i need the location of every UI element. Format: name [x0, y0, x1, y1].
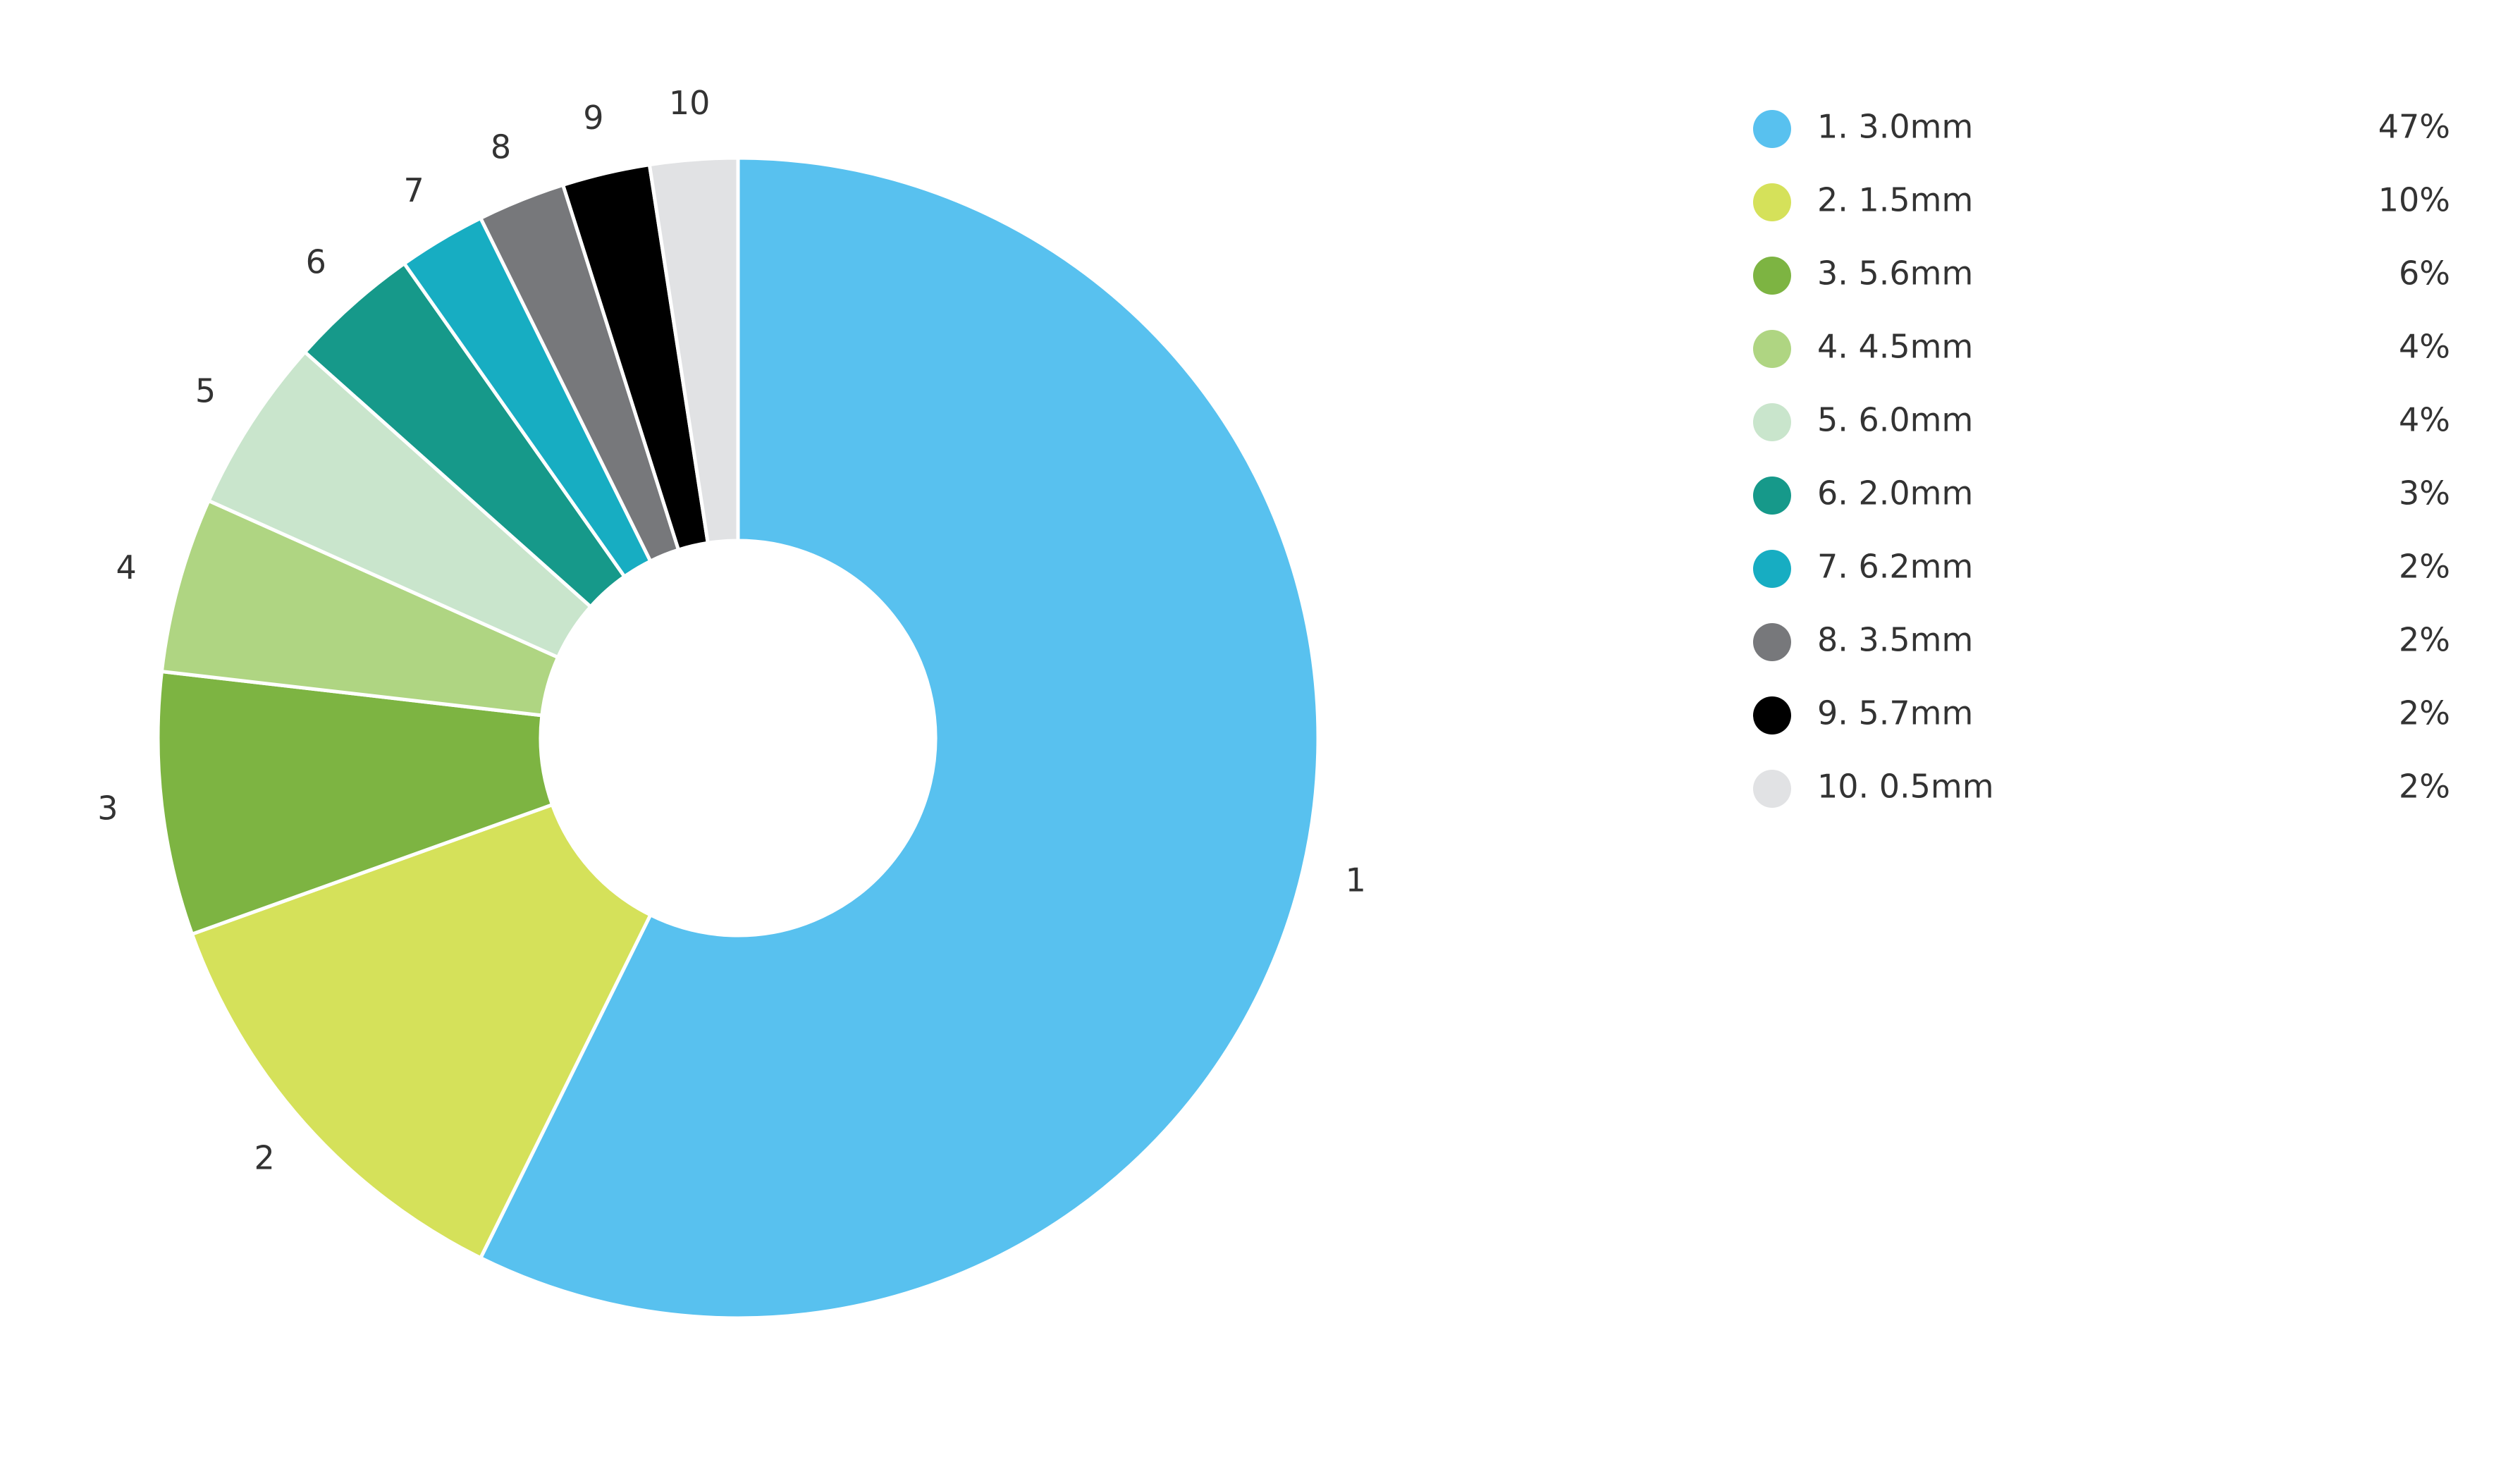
slice-label: 9 — [583, 99, 603, 137]
legend-label: 3. 5.6mm — [1817, 254, 1973, 293]
legend-value: 2% — [2399, 694, 2450, 732]
slice-label: 8 — [491, 128, 511, 166]
slice-label: 5 — [195, 371, 216, 410]
legend-marker — [1753, 257, 1791, 295]
legend-value: 4% — [2399, 401, 2450, 439]
slice-label: 4 — [116, 548, 137, 586]
legend-value: 3% — [2399, 474, 2450, 512]
legend-label: 8. 3.5mm — [1817, 621, 1973, 659]
legend-value: 2% — [2399, 548, 2450, 586]
slice-label: 10 — [669, 84, 711, 122]
legend-value: 2% — [2399, 768, 2450, 806]
legend-label: 9. 5.7mm — [1817, 694, 1973, 732]
legend-marker — [1753, 623, 1791, 661]
legend-label: 4. 4.5mm — [1817, 328, 1973, 366]
slice — [478, 156, 1320, 1320]
legend-value: 4% — [2399, 328, 2450, 366]
legend-marker — [1753, 696, 1791, 734]
slice-label: 6 — [306, 243, 326, 281]
legend-marker — [1753, 403, 1791, 441]
slice-label: 2 — [254, 1138, 274, 1176]
legend-label: 2. 1.5mm — [1817, 181, 1973, 219]
slice — [647, 156, 740, 546]
legend-marker — [1753, 110, 1791, 148]
legend-value: 10% — [2378, 181, 2450, 219]
legend-label: 5. 6.0mm — [1817, 401, 1973, 439]
slice-label: 7 — [403, 171, 424, 209]
legend-value: 6% — [2399, 254, 2450, 293]
legend-label: 6. 2.0mm — [1817, 474, 1973, 512]
legend-label: 1. 3.0mm — [1817, 108, 1973, 146]
legend-marker — [1753, 330, 1791, 368]
legend-label: 7. 6.2mm — [1817, 548, 1973, 586]
legend-value: 47% — [2378, 108, 2450, 146]
legend-label: 10. 0.5mm — [1817, 768, 1994, 806]
legend-marker — [1753, 183, 1791, 221]
legend-marker — [1753, 770, 1791, 808]
legend-marker — [1753, 550, 1791, 588]
legend-marker — [1753, 477, 1791, 515]
slice — [190, 802, 653, 1260]
legend-value: 2% — [2399, 621, 2450, 659]
slice-label: 1 — [1346, 861, 1366, 899]
slice-label: 3 — [97, 789, 118, 828]
slice — [156, 669, 555, 937]
